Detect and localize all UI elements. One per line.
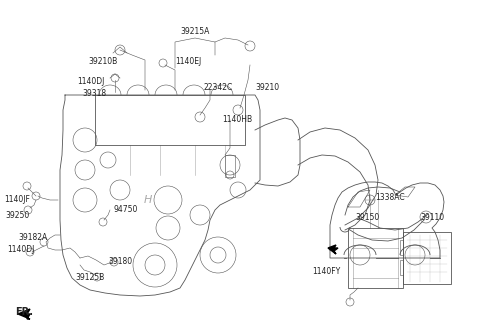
Text: 39110: 39110 xyxy=(420,214,444,222)
Text: 1140FY: 1140FY xyxy=(312,268,340,277)
Text: FR.: FR. xyxy=(15,307,33,317)
Polygon shape xyxy=(328,245,338,254)
Text: 39250: 39250 xyxy=(6,212,30,220)
Text: 94750: 94750 xyxy=(113,206,137,215)
Text: 1338AC: 1338AC xyxy=(375,194,405,202)
Text: 1140HB: 1140HB xyxy=(222,115,252,125)
Text: 39182A: 39182A xyxy=(19,234,48,242)
Text: 39210: 39210 xyxy=(255,84,279,92)
Text: 1140JF: 1140JF xyxy=(4,195,30,204)
Text: 1140DJ: 1140DJ xyxy=(8,245,35,255)
Polygon shape xyxy=(18,309,30,319)
Bar xyxy=(225,155,235,177)
Bar xyxy=(403,232,451,284)
Text: 39318: 39318 xyxy=(83,90,107,98)
Text: 39150: 39150 xyxy=(355,214,379,222)
Text: 39180: 39180 xyxy=(108,257,132,266)
Text: 39125B: 39125B xyxy=(75,274,105,282)
Text: 1140EJ: 1140EJ xyxy=(175,57,201,67)
Text: H: H xyxy=(144,195,152,205)
Text: 39215A: 39215A xyxy=(180,28,210,36)
Text: 1140DJ: 1140DJ xyxy=(78,77,105,87)
Bar xyxy=(348,228,403,288)
Text: 39210B: 39210B xyxy=(89,57,118,67)
Text: 22342C: 22342C xyxy=(204,84,233,92)
